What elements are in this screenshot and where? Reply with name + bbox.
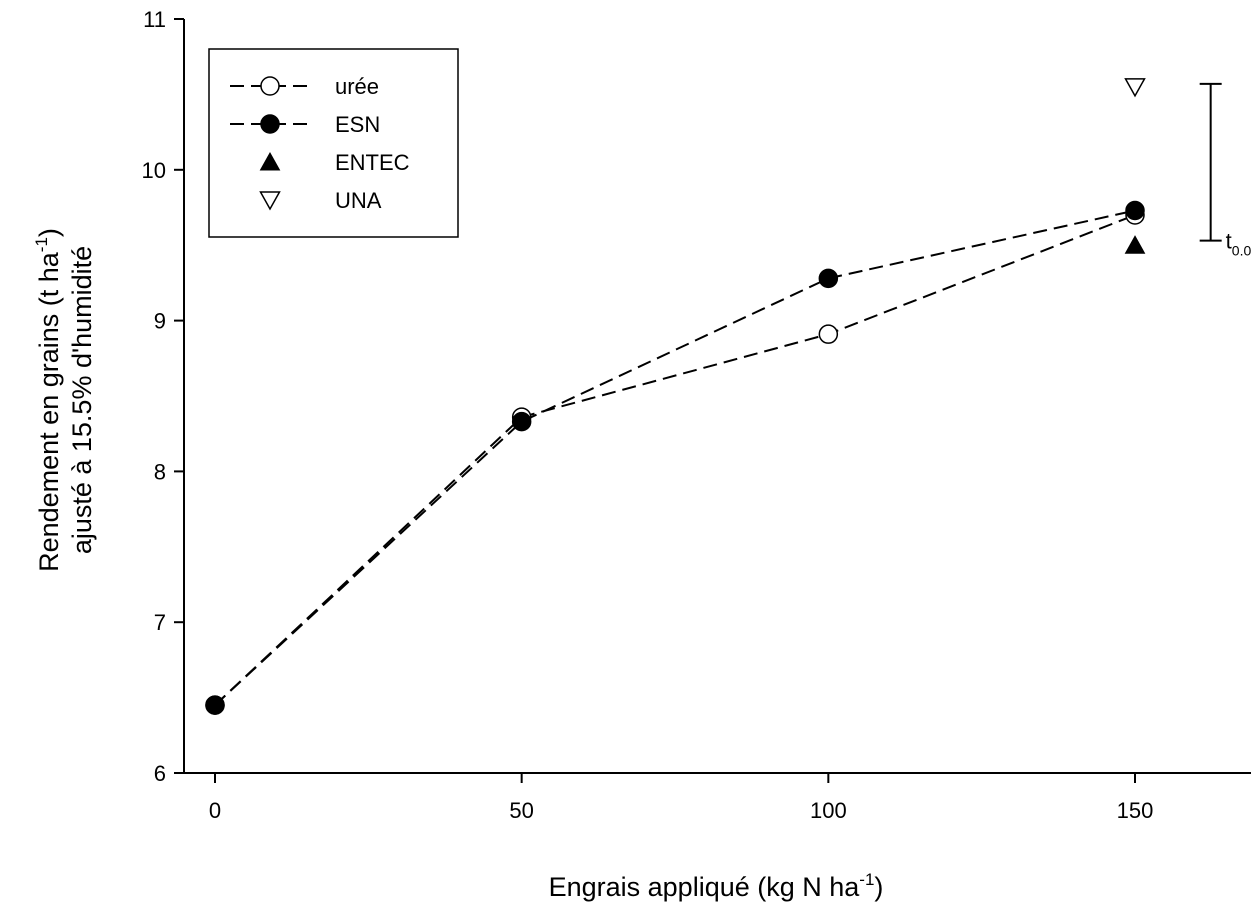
series-1 bbox=[205, 200, 1145, 715]
legend-box bbox=[208, 48, 459, 238]
lsd-bar-label: t0.05 bbox=[1226, 229, 1251, 259]
x-tick-label: 150 bbox=[1117, 798, 1154, 823]
data-point bbox=[1124, 78, 1146, 98]
series-line bbox=[214, 214, 1136, 706]
data-point bbox=[205, 695, 225, 715]
legend-entry-2: ENTEC bbox=[259, 150, 410, 175]
legend: urée ESN ENTEC UNA bbox=[208, 48, 459, 238]
plot-area: 6 7 8 9 10 11 0 50 100 150 t0.05 bbox=[142, 7, 1251, 823]
series-layer bbox=[205, 78, 1146, 715]
legend-marker bbox=[259, 191, 281, 211]
legend-entry-3: UNA bbox=[259, 188, 382, 213]
x-tick-label: 0 bbox=[209, 798, 221, 823]
legend-label: UNA bbox=[335, 188, 382, 213]
series-2 bbox=[1124, 235, 1146, 254]
x-tick-label: 100 bbox=[810, 798, 847, 823]
y-tick-label: 10 bbox=[142, 158, 166, 183]
legend-marker bbox=[259, 151, 281, 171]
legend-label: urée bbox=[335, 74, 379, 99]
y-tick-label: 7 bbox=[154, 610, 166, 635]
legend-label: ENTEC bbox=[335, 150, 410, 175]
y-axis-ticks: 6 7 8 9 10 11 bbox=[142, 7, 184, 786]
data-point bbox=[818, 324, 839, 344]
x-tick-label: 50 bbox=[509, 798, 533, 823]
data-point bbox=[1125, 200, 1145, 221]
legend-label: ESN bbox=[335, 112, 380, 137]
data-point bbox=[511, 411, 532, 432]
y-tick-label: 9 bbox=[154, 309, 166, 334]
series-0 bbox=[205, 205, 1145, 715]
x-axis-title: Engrais appliqué (kg N ha-1) bbox=[549, 870, 884, 902]
legend-entry-0: urée bbox=[230, 74, 379, 99]
y-axis-title: Rendement en grains (t ha-1) ajusté à 15… bbox=[32, 228, 97, 572]
legend-marker bbox=[260, 114, 280, 134]
lsd-error-bar: t0.05 bbox=[1199, 82, 1251, 259]
data-point bbox=[818, 268, 839, 289]
legend-entry-1: ESN bbox=[230, 112, 380, 137]
series-line bbox=[214, 209, 1136, 706]
legend-marker bbox=[260, 76, 280, 96]
x-axis-ticks: 0 50 100 150 bbox=[209, 773, 1153, 823]
y-axis-title-line2: ajusté à 15.5% d'humidité bbox=[67, 246, 97, 554]
y-axis-title-line1: Rendement en grains (t ha-1) bbox=[32, 228, 64, 572]
y-tick-label: 8 bbox=[154, 459, 166, 484]
data-point bbox=[1124, 235, 1146, 254]
y-tick-label: 11 bbox=[143, 7, 166, 32]
series-3 bbox=[1124, 78, 1146, 98]
y-tick-label: 6 bbox=[154, 761, 166, 786]
